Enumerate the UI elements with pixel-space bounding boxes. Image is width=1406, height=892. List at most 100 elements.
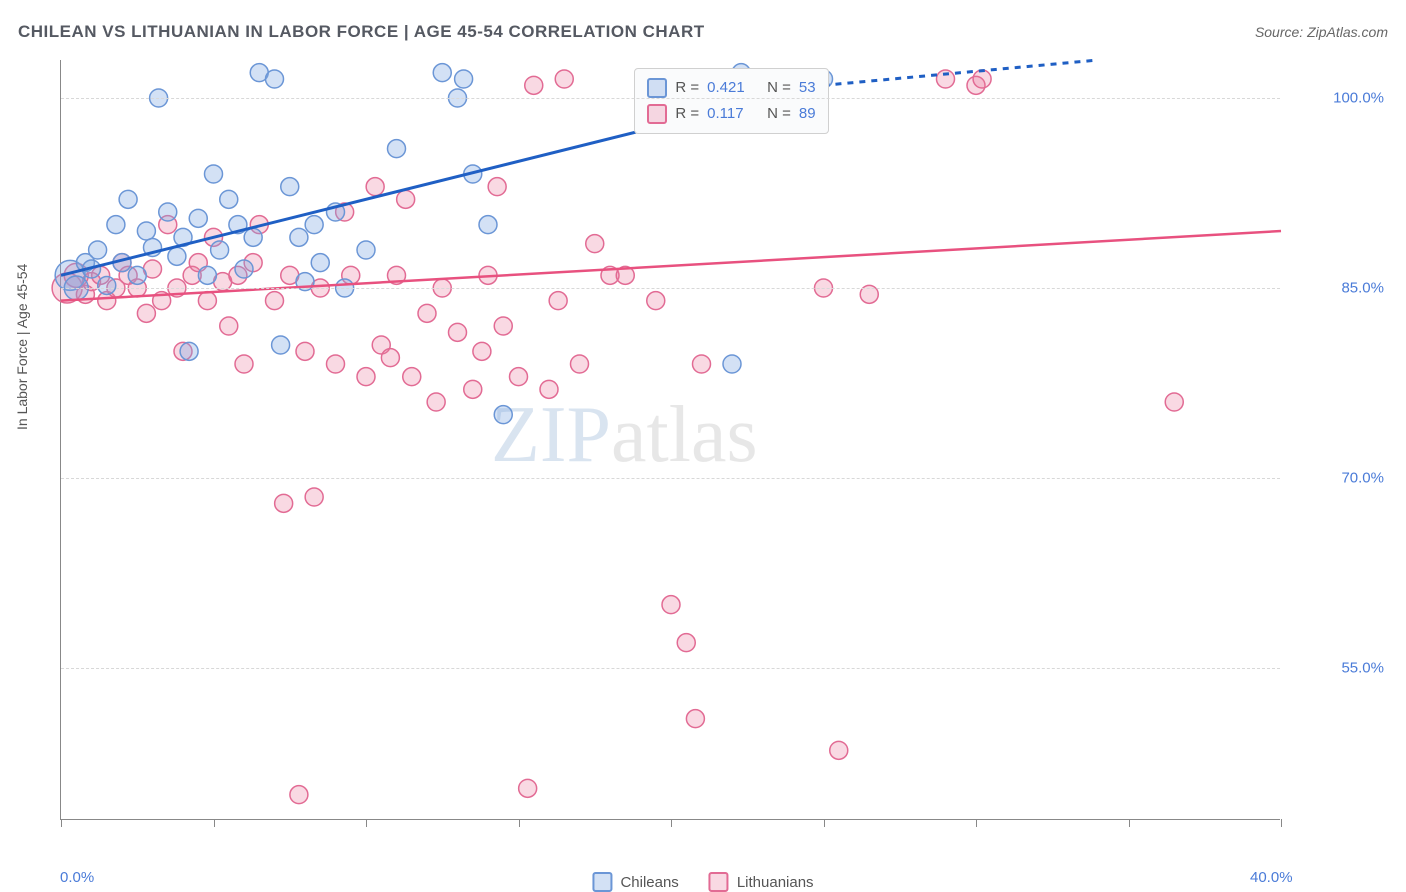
trend-line-dash	[824, 60, 1099, 85]
data-point	[357, 241, 375, 259]
data-point	[137, 304, 155, 322]
series-legend-label: Chileans	[620, 874, 678, 891]
data-point	[830, 741, 848, 759]
grid-line	[61, 668, 1280, 669]
data-point	[220, 317, 238, 335]
data-point	[525, 76, 543, 94]
x-tick	[1129, 819, 1130, 827]
data-point	[693, 355, 711, 373]
data-point	[571, 355, 589, 373]
data-point	[455, 70, 473, 88]
legend-n-prefix: N =	[767, 101, 791, 127]
data-point	[281, 178, 299, 196]
legend-swatch	[647, 78, 667, 98]
series-legend-label: Lithuanians	[737, 874, 814, 891]
legend-r-value: 0.117	[707, 101, 759, 127]
plot-svg	[61, 60, 1280, 819]
data-point	[418, 304, 436, 322]
y-tick-label: 100.0%	[1333, 90, 1384, 107]
data-point	[266, 70, 284, 88]
y-tick-label: 70.0%	[1341, 470, 1384, 487]
series-legend-item: Chileans	[592, 872, 678, 892]
data-point	[275, 494, 293, 512]
data-point	[119, 190, 137, 208]
data-point	[549, 292, 567, 310]
chart-plot-area: ZIPatlas R =0.421N =53R =0.117N =89	[60, 60, 1280, 820]
grid-line	[61, 98, 1280, 99]
grid-line	[61, 478, 1280, 479]
data-point	[433, 64, 451, 82]
data-point	[205, 165, 223, 183]
x-tick	[214, 819, 215, 827]
chart-title: CHILEAN VS LITHUANIAN IN LABOR FORCE | A…	[18, 22, 705, 42]
y-tick-label: 85.0%	[1341, 280, 1384, 297]
data-point	[677, 634, 695, 652]
data-point	[128, 266, 146, 284]
data-point	[220, 190, 238, 208]
data-point	[510, 368, 528, 386]
x-tick	[671, 819, 672, 827]
data-point	[403, 368, 421, 386]
x-tick	[366, 819, 367, 827]
data-point	[427, 393, 445, 411]
data-point	[473, 342, 491, 360]
data-point	[464, 380, 482, 398]
data-point	[159, 203, 177, 221]
legend-r-prefix: R =	[675, 101, 699, 127]
data-point	[296, 342, 314, 360]
source-label: Source: ZipAtlas.com	[1255, 24, 1388, 40]
legend-swatch	[709, 872, 729, 892]
data-point	[449, 323, 467, 341]
data-point	[211, 241, 229, 259]
correlation-legend: R =0.421N =53R =0.117N =89	[634, 68, 828, 134]
data-point	[388, 140, 406, 158]
x-tick-label: 0.0%	[60, 869, 94, 886]
data-point	[540, 380, 558, 398]
x-tick	[519, 819, 520, 827]
data-point	[397, 190, 415, 208]
data-point	[1165, 393, 1183, 411]
data-point	[266, 292, 284, 310]
x-tick	[1281, 819, 1282, 827]
data-point	[647, 292, 665, 310]
legend-row: R = 0.117 N = 89	[647, 101, 815, 127]
data-point	[723, 355, 741, 373]
data-point	[137, 222, 155, 240]
grid-line	[61, 288, 1280, 289]
data-point	[311, 254, 329, 272]
data-point	[555, 70, 573, 88]
data-point	[973, 70, 991, 88]
data-point	[357, 368, 375, 386]
data-point	[686, 710, 704, 728]
legend-n-value: 89	[799, 101, 816, 127]
data-point	[235, 260, 253, 278]
data-point	[198, 292, 216, 310]
data-point	[479, 216, 497, 234]
data-point	[305, 216, 323, 234]
data-point	[180, 342, 198, 360]
data-point	[198, 266, 216, 284]
data-point	[519, 779, 537, 797]
data-point	[488, 178, 506, 196]
data-point	[272, 336, 290, 354]
data-point	[107, 216, 125, 234]
data-point	[290, 228, 308, 246]
data-point	[290, 786, 308, 804]
data-point	[244, 228, 262, 246]
x-tick	[61, 819, 62, 827]
data-point	[586, 235, 604, 253]
series-legend: Chileans Lithuanians	[592, 872, 813, 892]
legend-swatch	[647, 104, 667, 124]
data-point	[235, 355, 253, 373]
data-point	[381, 349, 399, 367]
data-point	[327, 355, 345, 373]
data-point	[662, 596, 680, 614]
data-point	[494, 406, 512, 424]
data-point	[305, 488, 323, 506]
data-point	[494, 317, 512, 335]
y-tick-label: 55.0%	[1341, 660, 1384, 677]
x-tick	[976, 819, 977, 827]
data-point	[89, 241, 107, 259]
x-tick-label: 40.0%	[1250, 869, 1293, 886]
series-legend-item: Lithuanians	[709, 872, 814, 892]
